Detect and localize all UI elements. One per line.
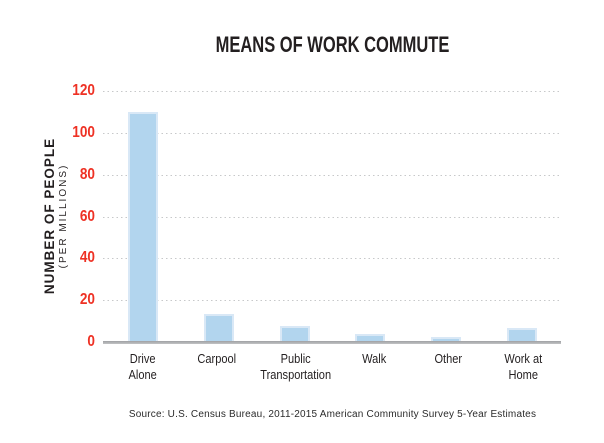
y-tick-label-80: 80 (79, 165, 95, 183)
x-label-work-at-home: Work at Home (503, 351, 542, 382)
y-tick-label-60: 60 (79, 207, 95, 225)
chart-title: MEANS OF WORK COMMUTE (215, 32, 450, 57)
x-label-slot-5: Work at Home (486, 351, 560, 382)
x-label-slot-3: Walk (337, 351, 411, 382)
x-label-walk: Walk (362, 351, 387, 366)
y-tick-label-120: 120 (72, 82, 95, 99)
x-label-slot-0: Drive Alone (105, 351, 179, 382)
bar-slot-0 (105, 80, 181, 342)
gridline-100 (103, 132, 560, 134)
y-tick-label-40: 40 (79, 249, 95, 267)
source-note: Source: U.S. Census Bureau, 2011-2015 Am… (128, 409, 537, 420)
bar-slot-5 (484, 80, 560, 342)
gridline-40 (103, 258, 560, 260)
y-tick-label-100: 100 (72, 123, 95, 141)
bar-drive-alone (127, 111, 158, 342)
x-label-carpool: Carpool (197, 351, 236, 366)
x-label-public-transportation: Public Transportation (259, 351, 331, 382)
y-tick-label-20: 20 (79, 291, 95, 309)
bar-other (431, 336, 462, 342)
bars (105, 80, 560, 342)
bar-carpool (203, 313, 234, 342)
x-label-slot-2: Public Transportation (254, 351, 337, 382)
x-axis-labels: Drive Alone Carpool Public Transportation Wal… (105, 351, 560, 382)
y-tick-labels: 0 20 40 60 80 100 120 (38, 80, 95, 350)
x-label-drive-alone: Drive Alone (128, 351, 157, 382)
bar-slot-1 (181, 80, 257, 342)
bar-slot-3 (332, 80, 408, 342)
x-label-slot-4: Other (411, 351, 485, 382)
gridline-80 (103, 174, 560, 176)
bar-walk (355, 333, 386, 342)
bar-slot-4 (408, 80, 484, 342)
y-tick-label-0: 0 (87, 333, 95, 350)
bar-slot-2 (257, 80, 333, 342)
gridline-20 (103, 300, 560, 302)
gridline-120 (103, 91, 560, 92)
plot-area (103, 80, 560, 342)
x-label-slot-1: Carpool (179, 351, 253, 382)
bar-public-transportation (279, 326, 310, 342)
gridline-60 (103, 216, 560, 218)
x-label-other: Other (434, 351, 463, 366)
bar-work-at-home (507, 328, 538, 342)
x-axis-line (103, 341, 561, 344)
